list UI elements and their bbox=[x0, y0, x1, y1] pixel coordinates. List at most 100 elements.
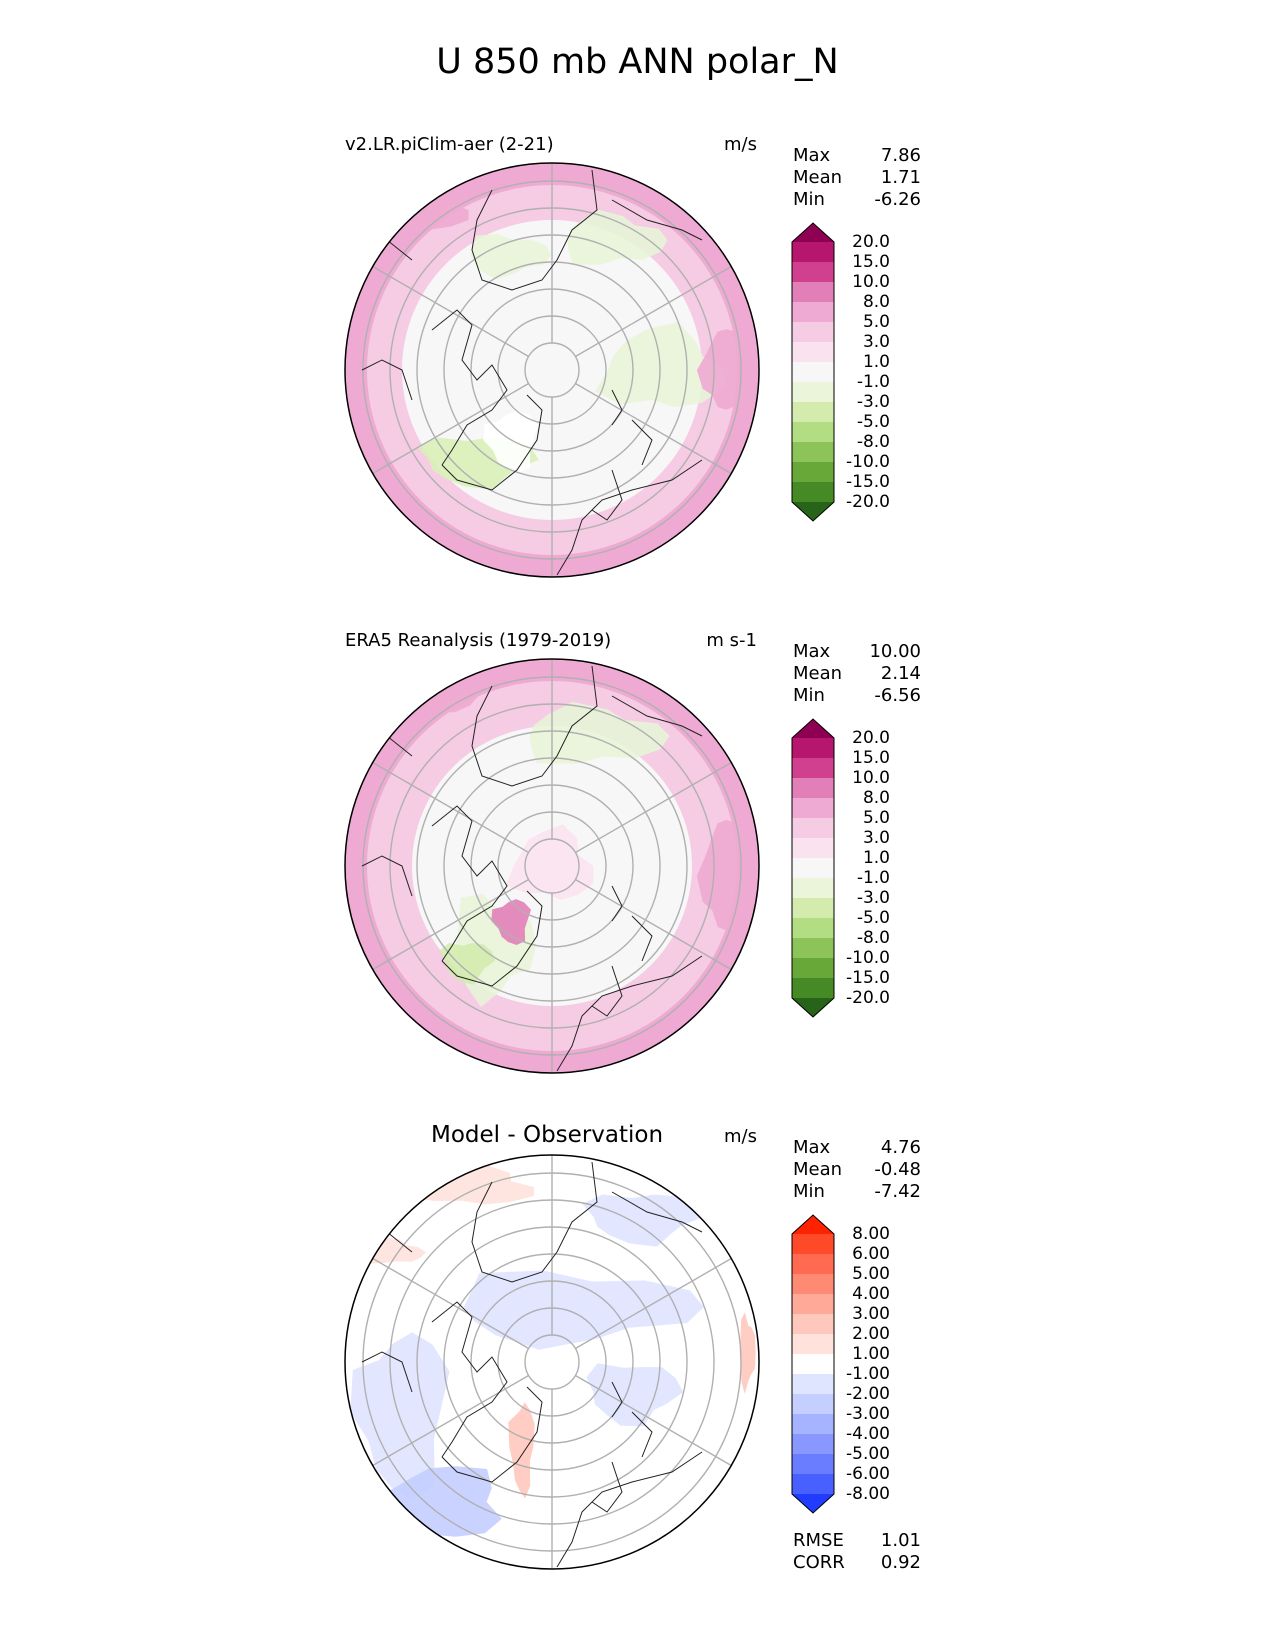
colorbar-tick-label: -3.00 bbox=[846, 1403, 890, 1424]
coastline bbox=[556, 459, 703, 576]
field-background bbox=[345, 1155, 759, 1569]
field-patch bbox=[439, 943, 495, 985]
stat-value: 2.14 bbox=[880, 663, 921, 684]
colorbar-segment bbox=[792, 342, 834, 363]
colorbar-tick-label: 4.00 bbox=[852, 1283, 890, 1304]
panel-3-polar-map bbox=[344, 1154, 760, 1570]
panel-3-title: Model - Observation bbox=[431, 1122, 664, 1148]
panel-1-stats: Max 7.86 Mean 1.71 Min -6.26 bbox=[793, 145, 921, 211]
colorbar-tick-label: -2.00 bbox=[846, 1383, 890, 1404]
colorbar-segment bbox=[792, 1234, 834, 1255]
colorbar-segment bbox=[792, 858, 834, 879]
colorbar-tick-label: 8.0 bbox=[862, 787, 890, 808]
coastline bbox=[631, 915, 653, 962]
colorbar-segment bbox=[792, 382, 834, 403]
colorbar-segment bbox=[792, 442, 834, 463]
colorbar-segment bbox=[792, 262, 834, 283]
coastline bbox=[431, 309, 508, 466]
stat-value: -6.56 bbox=[874, 685, 921, 706]
coastline bbox=[611, 1191, 703, 1233]
coastline bbox=[441, 1386, 543, 1483]
colorbar-tick-label: 20.0 bbox=[852, 727, 890, 748]
colorbar-segment bbox=[792, 1414, 834, 1435]
colorbar-segment bbox=[792, 818, 834, 839]
colorbar-segment bbox=[792, 302, 834, 323]
coastline bbox=[611, 1381, 623, 1418]
panel-3-metrics: RMSE 1.01 CORR 0.92 bbox=[793, 1530, 921, 1574]
stat-label: Min bbox=[793, 1181, 825, 1202]
colorbar-tick-label: 6.00 bbox=[852, 1243, 890, 1264]
metric-label: CORR bbox=[793, 1552, 845, 1573]
colorbar-outline bbox=[791, 1214, 835, 1514]
longitude-gridline bbox=[372, 878, 529, 971]
coastline bbox=[591, 1461, 623, 1513]
coastline bbox=[361, 855, 413, 897]
panel-2-title: ERA5 Reanalysis (1979-2019) bbox=[345, 630, 612, 651]
longitude-gridline bbox=[372, 382, 529, 475]
colorbar-tick-label: -3.0 bbox=[856, 391, 890, 412]
colorbar-segment bbox=[792, 422, 834, 443]
stat-label: Mean bbox=[793, 167, 843, 188]
coastline bbox=[361, 359, 413, 401]
colorbar-tick-label: 15.0 bbox=[852, 747, 890, 768]
stat-value: 7.86 bbox=[880, 145, 921, 166]
coastline bbox=[471, 1161, 598, 1283]
longitude-gridline bbox=[575, 1374, 732, 1467]
longitude-gridline bbox=[372, 1374, 529, 1467]
colorbar-tick-label: -15.0 bbox=[846, 967, 890, 988]
colorbar-segment bbox=[792, 242, 834, 263]
colorbar-segment bbox=[792, 978, 834, 999]
coastline bbox=[441, 890, 543, 987]
colorbar-tick-label: 1.0 bbox=[862, 847, 890, 868]
colorbar-extension-bottom bbox=[792, 502, 834, 521]
colorbar-outline bbox=[791, 222, 835, 522]
colorbar-extension-top bbox=[792, 719, 834, 738]
colorbar-extension-bottom bbox=[792, 1494, 834, 1513]
colorbar-tick-label: 1.00 bbox=[852, 1343, 890, 1364]
map-boundary bbox=[344, 1154, 760, 1570]
stat-label: Max bbox=[793, 641, 831, 662]
longitude-gridline bbox=[372, 265, 529, 358]
panel-3-units: m/s bbox=[724, 1126, 757, 1147]
colorbar-segment bbox=[792, 282, 834, 303]
colorbar-tick-label: -8.0 bbox=[856, 431, 890, 452]
colorbar-segment bbox=[792, 402, 834, 423]
colorbar-tick-label: 15.0 bbox=[852, 251, 890, 272]
colorbar-segment bbox=[792, 322, 834, 343]
stat-label: Min bbox=[793, 685, 825, 706]
coastline bbox=[631, 419, 653, 466]
map-boundary bbox=[344, 658, 760, 1074]
coastline bbox=[556, 955, 703, 1072]
map-boundary bbox=[344, 162, 760, 578]
coastline bbox=[441, 394, 543, 491]
colorbar-segment bbox=[792, 1354, 834, 1375]
colorbar-tick-label: -1.0 bbox=[856, 867, 890, 888]
colorbar-tick-label: -15.0 bbox=[846, 471, 890, 492]
colorbar-segment bbox=[792, 1314, 834, 1335]
colorbar-tick-label: -5.00 bbox=[846, 1443, 890, 1464]
metric-value: 1.01 bbox=[880, 1530, 921, 1551]
colorbar-segment bbox=[792, 838, 834, 859]
colorbar-extension-top bbox=[792, 223, 834, 242]
coastline bbox=[611, 389, 623, 426]
panel-3-colorbar bbox=[791, 1214, 835, 1514]
colorbar-outline bbox=[791, 718, 835, 1018]
colorbar-tick-label: -8.00 bbox=[846, 1483, 890, 1504]
stat-value: 4.76 bbox=[880, 1137, 921, 1158]
colorbar-segment bbox=[792, 1474, 834, 1495]
coastline bbox=[556, 1451, 703, 1568]
longitude-gridline bbox=[575, 382, 732, 475]
colorbar-segment bbox=[792, 362, 834, 383]
colorbar-tick-label: -1.0 bbox=[856, 371, 890, 392]
coastline bbox=[431, 805, 508, 962]
colorbar-tick-label: 5.0 bbox=[862, 807, 890, 828]
stat-value: -7.42 bbox=[874, 1181, 921, 1202]
field-patch bbox=[508, 1402, 535, 1499]
coastline bbox=[471, 169, 598, 291]
coastline bbox=[361, 1351, 413, 1393]
panel-1-polar-map bbox=[344, 162, 760, 578]
longitude-gridline bbox=[575, 265, 732, 358]
field-patch bbox=[529, 701, 670, 764]
stat-value: 1.71 bbox=[880, 167, 921, 188]
colorbar-segment bbox=[792, 1274, 834, 1295]
